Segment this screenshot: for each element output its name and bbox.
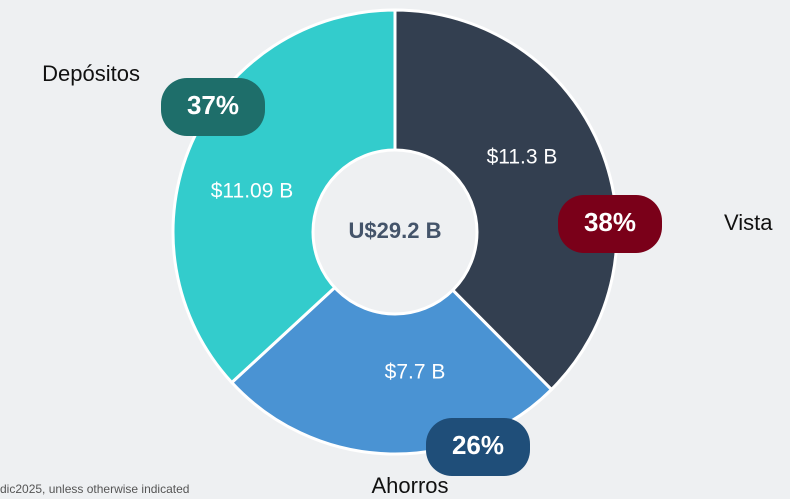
category-label: Ahorros [371, 473, 448, 498]
donut-hole [311, 148, 479, 316]
footnote: dic2025, unless otherwise indicated [0, 482, 189, 496]
percent-badge [558, 195, 662, 253]
value-label: $7.7 B [385, 361, 446, 384]
percent-label: 37% [187, 90, 239, 120]
value-label: $11.3 B [487, 146, 558, 169]
percent-label: 38% [584, 207, 636, 237]
category-label: Depósitos [42, 61, 140, 86]
center-label: U$29.2 B [349, 218, 442, 243]
percent-badge [161, 78, 265, 136]
slice [229, 229, 554, 456]
slice [393, 8, 619, 392]
value-label: $11.09 B [211, 180, 294, 203]
category-label: Vista [724, 210, 773, 235]
percent-badge [426, 418, 530, 476]
percent-label: 26% [452, 430, 504, 460]
